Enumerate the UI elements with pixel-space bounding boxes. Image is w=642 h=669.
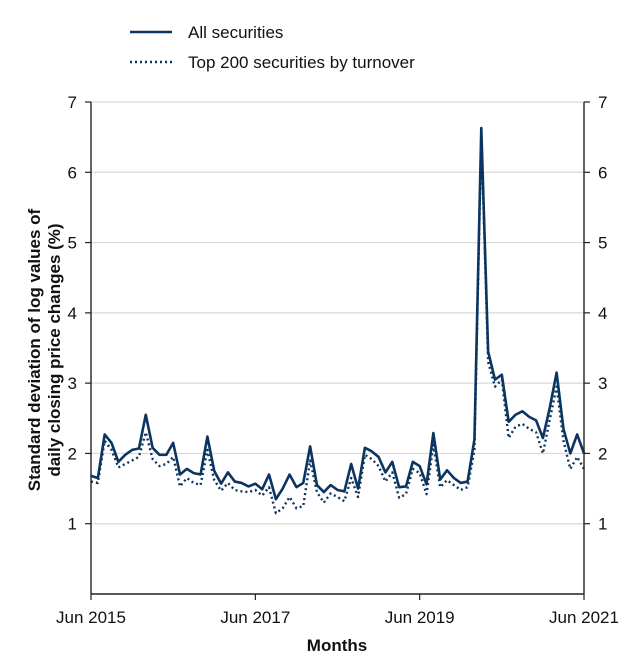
y-tick-label-left-7: 7 <box>68 93 77 112</box>
y-tick-label-right-3: 3 <box>598 374 607 393</box>
series-line-top-200-securities <box>90 132 586 515</box>
x-axis-title: Months <box>307 636 367 655</box>
y-tick-label-left-6: 6 <box>68 163 77 182</box>
y-axis-right-ticks: 1 2 3 4 5 6 7 <box>584 93 607 534</box>
y-tick-label-right-4: 4 <box>598 304 607 323</box>
y-tick-label-right-7: 7 <box>598 93 607 112</box>
y-axis-title-line-1: Standard deviation of log values of <box>25 208 44 491</box>
y-axis-title: Standard deviation of log values of dail… <box>25 208 64 491</box>
y-tick-label-right-1: 1 <box>598 515 607 534</box>
legend-label-top-200-securities: Top 200 securities by turnover <box>188 53 415 72</box>
y-tick-label-left-1: 1 <box>68 515 77 534</box>
y-tick-label-right-6: 6 <box>598 163 607 182</box>
y-tick-label-right-5: 5 <box>598 234 607 253</box>
x-tick-label-1: Jun 2017 <box>220 608 290 627</box>
x-tick-label-2: Jun 2019 <box>385 608 455 627</box>
y-tick-label-left-5: 5 <box>68 234 77 253</box>
y-axis-title-line-2: daily closing price changes (%) <box>45 223 64 476</box>
series-group <box>90 126 586 515</box>
axes <box>90 102 585 595</box>
gridlines <box>91 101 584 525</box>
legend-label-all-securities: All securities <box>188 23 283 42</box>
series-line-all-securities <box>90 126 586 501</box>
y-tick-label-left-4: 4 <box>68 304 77 323</box>
y-axis-left-ticks: 1 2 3 4 5 6 7 <box>68 93 91 534</box>
y-tick-label-right-2: 2 <box>598 444 607 463</box>
x-tick-label-0: Jun 2015 <box>56 608 126 627</box>
x-tick-label-3: Jun 2021 <box>549 608 619 627</box>
y-tick-label-left-2: 2 <box>68 444 77 463</box>
legend: All securities Top 200 securities by tur… <box>130 23 415 72</box>
x-axis-ticks: Jun 2015 Jun 2017 Jun 2019 Jun 2021 <box>56 594 619 627</box>
y-tick-label-left-3: 3 <box>68 374 77 393</box>
